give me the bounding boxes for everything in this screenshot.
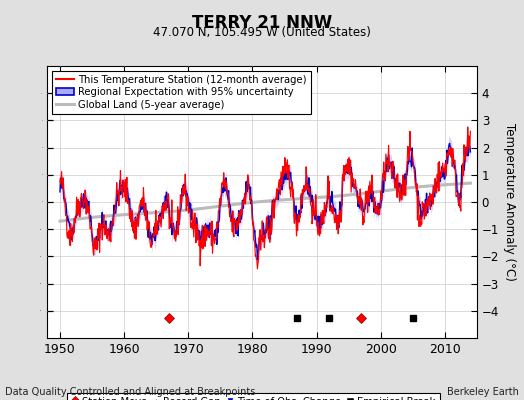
Legend: Station Move, Record Gap, Time of Obs. Change, Empirical Break: Station Move, Record Gap, Time of Obs. C… — [67, 392, 440, 400]
Text: TERRY 21 NNW: TERRY 21 NNW — [192, 14, 332, 32]
Text: Data Quality Controlled and Aligned at Breakpoints: Data Quality Controlled and Aligned at B… — [5, 387, 256, 397]
Text: 47.070 N, 105.495 W (United States): 47.070 N, 105.495 W (United States) — [153, 26, 371, 39]
Text: Berkeley Earth: Berkeley Earth — [447, 387, 519, 397]
Y-axis label: Temperature Anomaly (°C): Temperature Anomaly (°C) — [503, 123, 516, 281]
